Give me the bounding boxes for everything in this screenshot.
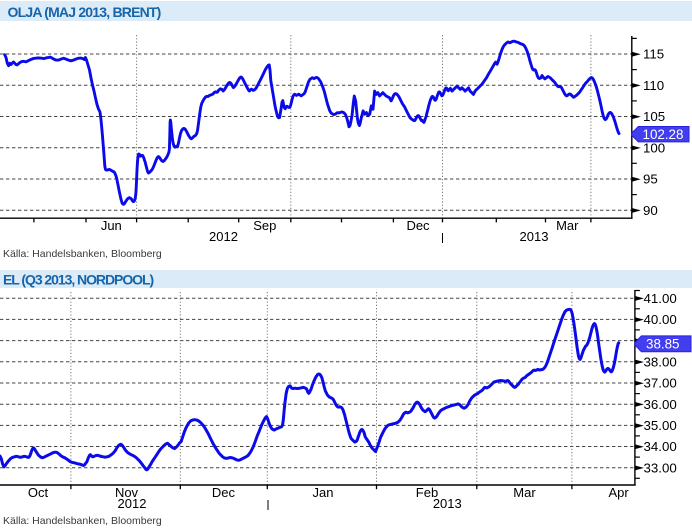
svg-text:Feb: Feb [416,485,438,500]
svg-text:Källa: Handelsbanken, Bloomber: Källa: Handelsbanken, Bloomberg [3,515,162,527]
svg-text:OLJA (MAJ 2013, BRENT): OLJA (MAJ 2013, BRENT) [8,4,161,20]
svg-text:Dec: Dec [212,485,236,500]
svg-text:Mar: Mar [556,218,579,233]
svg-text:37.00: 37.00 [644,376,677,391]
svg-text:41.00: 41.00 [644,291,677,306]
svg-text:38.00: 38.00 [644,354,677,369]
svg-text:34.00: 34.00 [644,439,677,454]
svg-text:90: 90 [643,203,658,218]
svg-text:Dec: Dec [406,218,430,233]
svg-text:38.85: 38.85 [646,337,680,352]
svg-text:95: 95 [643,172,658,187]
svg-text:2012: 2012 [118,496,147,511]
svg-text:EL (Q3 2013, NORDPOOL): EL (Q3 2013, NORDPOOL) [3,272,154,288]
svg-text:115: 115 [643,47,664,62]
svg-text:2013: 2013 [520,229,549,244]
svg-text:Sep: Sep [253,218,276,233]
svg-text:2013: 2013 [433,496,462,511]
svg-text:102.28: 102.28 [643,127,684,142]
svg-text:35.00: 35.00 [644,418,677,433]
svg-text:Nov: Nov [115,485,139,500]
svg-text:Jun: Jun [101,218,122,233]
svg-text:105: 105 [643,109,665,124]
svg-text:33.00: 33.00 [644,460,677,475]
svg-text:Källa: Handelsbanken, Bloomber: Källa: Handelsbanken, Bloomberg [3,248,162,260]
svg-text:110: 110 [643,78,664,93]
svg-text:Jan: Jan [313,485,334,500]
svg-text:100: 100 [643,140,665,155]
svg-text:40.00: 40.00 [644,312,677,327]
svg-text:Mar: Mar [513,485,536,500]
svg-text:2012: 2012 [209,229,238,244]
svg-text:Oct: Oct [28,485,49,500]
svg-text:Apr: Apr [608,485,629,500]
svg-text:36.00: 36.00 [644,397,677,412]
